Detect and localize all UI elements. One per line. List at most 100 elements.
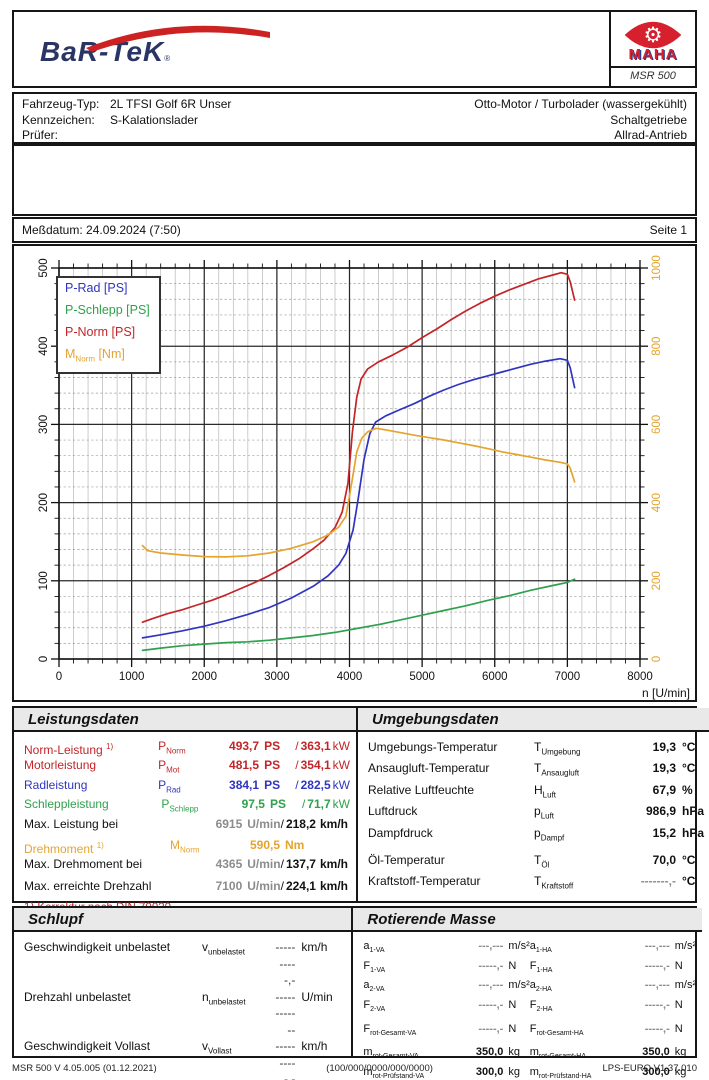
svg-text:2000: 2000 (191, 671, 217, 683)
svg-text:5000: 5000 (409, 671, 435, 683)
footer-lps-version: LPS-EURO V1.37.010 (602, 1063, 697, 1074)
brand-name: BaR-TeK (40, 36, 165, 67)
vehicle-row: Kennzeichen: S-Kalationslader (22, 112, 199, 127)
footer-code: (100/000/0000/000/0000) (326, 1063, 433, 1074)
vehicle-row: Fahrzeug-Typ: 2L TFSI Golf 6R Unser (22, 97, 232, 111)
rot-row: mrot-Prüfstand-VA 300,0 kg (363, 1066, 520, 1080)
svg-text:7000: 7000 (555, 671, 581, 683)
rot-row: F2-HA -----,- N (529, 999, 683, 1014)
rot-row: mrot-Prüfstand-HA 300,0 kg (529, 1066, 687, 1080)
measurement-date: Meßdatum: 24.09.2024 (7:50) (22, 223, 181, 237)
divider (611, 66, 695, 68)
gearbox-type: Schaltgetriebe (610, 112, 687, 127)
chart-container: P-Rad [PS] P-Schlepp [PS] P-Norm [PS] MN… (12, 244, 697, 702)
power-row-norm: Norm-Leistung 1) PNorm 493,7 PS /363,1 kW (24, 739, 350, 757)
rot-row: a2-HA ---,--- m/s² (529, 979, 697, 994)
legend-item-m-norm: MNorm [Nm] (65, 347, 125, 364)
svg-text:300: 300 (38, 415, 50, 434)
registered-mark: ® (164, 54, 171, 63)
performance-environment-section: Leistungsdaten Norm-Leistung 1) PNorm 49… (12, 706, 709, 930)
max-rpm-row: Max. erreichte Drehzahl 7100 U/min /224,1… (24, 878, 348, 893)
svg-text:1000: 1000 (119, 671, 145, 683)
leistungsdaten-panel: Leistungsdaten Norm-Leistung 1) PNorm 49… (14, 708, 358, 930)
svg-text:4000: 4000 (337, 671, 363, 683)
svg-text:200: 200 (38, 493, 50, 512)
env-row: Öl-Temperatur TÖl 70,0 °C (368, 852, 696, 870)
rot-row: a1-VA ---,--- m/s² (363, 940, 530, 955)
chart-legend: P-Rad [PS] P-Schlepp [PS] P-Norm [PS] MN… (56, 276, 161, 374)
svg-text:0: 0 (651, 656, 663, 662)
svg-text:8000: 8000 (627, 671, 653, 683)
power-curve-chart: 0 1000 2000 3000 4000 5000 6000 7000 80000100200… (38, 255, 690, 700)
footer-software-version: MSR 500 V 4.05.005 (01.12.2021) (12, 1063, 157, 1074)
page-footer: MSR 500 V 4.05.005 (01.12.2021) (100/000… (12, 1063, 697, 1074)
schlupf-panel: Schlupf Geschwindigkeit unbelastet vunbel… (14, 908, 354, 1080)
env-row: Dampfdruck pDampf 15,2 hPa (368, 825, 705, 842)
svg-text:0: 0 (56, 671, 62, 683)
svg-text:500: 500 (38, 258, 50, 277)
maha-wordmark: MAHA (628, 46, 678, 63)
section-title-umgebungsdaten: Umgebungsdaten (358, 708, 709, 732)
engine-type: Otto-Motor / Turbolader (wassergekühlt) (474, 97, 687, 111)
date-row: Meßdatum: 24.09.2024 (7:50) Seite 1 (12, 217, 697, 243)
maha-logo-cell: ⚙ MAHA MSR 500 (609, 12, 695, 86)
svg-text:400: 400 (38, 337, 50, 356)
maha-eye-gear-icon: ⚙ (624, 21, 682, 49)
vehicle-info-right: Otto-Motor / Turbolader (wassergekühlt) … (474, 97, 687, 142)
umgebungsdaten-panel: Umgebungsdaten Umgebungs-Temperatur TUmge… (358, 708, 709, 901)
rot-masse-va-column: a1-VA ---,--- m/s² F1-VA -----,- N a2-VA ---,… (363, 939, 529, 1080)
rot-row: F1-VA -----,- N (363, 959, 517, 974)
section-title-schlupf: Schlupf (14, 908, 352, 932)
rot-row: a2-VA ---,--- m/s² (363, 979, 530, 994)
page-number: Seite 1 (649, 223, 687, 237)
rot-row: Frot-Gesamt-HA -----,- N (529, 1022, 683, 1037)
torque-row: Drehmoment 1) MNorm 590,5 Nm (24, 837, 305, 856)
svg-text:200: 200 (651, 571, 663, 590)
rotierende-masse-panel: Rotierende Masse a1-VA ---,--- m/s² F1-VA -… (353, 908, 703, 1080)
legend-item-p-schlepp: P-Schlepp [PS] (65, 303, 150, 317)
slip-row: Drehzahl unbelastet nunbelastet ----------… (24, 989, 333, 1037)
power-row-rad: Radleistung PRad 384,1 PS /282,5 kW (24, 777, 350, 795)
svg-text:n [U/min]: n [U/min] (642, 686, 690, 700)
rot-row: a1-HA ---,--- m/s² (529, 940, 697, 955)
vehicle-row: Prüfer: (22, 128, 59, 142)
rot-row: mrot-Gesamt-HA 350,0 kg (529, 1046, 687, 1061)
svg-text:100: 100 (38, 571, 50, 590)
svg-text:600: 600 (651, 415, 663, 434)
env-row: Umgebungs-Temperatur TUmgebung 19,3 °C (368, 740, 696, 757)
rot-masse-ha-column: a1-HA ---,--- m/s² F1-HA -----,- N a2-HA ---,… (530, 939, 696, 1080)
section-title-leistungsdaten: Leistungsdaten (14, 708, 356, 732)
vehicle-info: Fahrzeug-Typ: 2L TFSI Golf 6R Unser Kennz… (12, 92, 697, 144)
slip-rotating-mass-section: Schlupf Geschwindigkeit unbelastet vunbel… (12, 906, 703, 1080)
device-model: MSR 500 (630, 70, 676, 82)
env-row: Luftdruck pLuft 986,9 hPa (368, 804, 705, 821)
section-title-rotierende-masse: Rotierende Masse (353, 908, 703, 932)
bartek-logo: BaR-TeK® (40, 25, 290, 76)
rot-row: F2-VA -----,- N (363, 999, 517, 1014)
power-row-motor: Motorleistung PMot 481,5 PS /354,1 kW (24, 758, 350, 775)
svg-text:6000: 6000 (482, 671, 508, 683)
env-row: Relative Luftfeuchte HLuft 67,9% (368, 782, 693, 800)
rot-row: Frot-Gesamt-VA -----,- N (363, 1022, 517, 1037)
bartek-swoosh-icon (86, 25, 270, 52)
svg-text:⚙: ⚙ (643, 23, 662, 48)
svg-text:1000: 1000 (651, 255, 663, 281)
svg-text:3000: 3000 (264, 671, 290, 683)
legend-item-p-rad: P-Rad [PS] (65, 281, 128, 295)
svg-text:0: 0 (38, 656, 50, 662)
drive-type: Allrad-Antrieb (614, 128, 687, 142)
power-row-schlepp: Schleppleistung PSchlepp 97,5 PS /71,7 kW (24, 797, 350, 814)
svg-text:800: 800 (651, 337, 663, 356)
slip-row: Geschwindigkeit Vollast vVollast ---------… (24, 1039, 328, 1080)
vehicle-info-left: Fahrzeug-Typ: 2L TFSI Golf 6R Unser Kennz… (22, 97, 231, 142)
header: BaR-TeK® ⚙ MAHA MSR 500 (12, 10, 697, 88)
legend-item-p-norm: P-Norm [PS] (65, 325, 136, 339)
slip-row: Geschwindigkeit unbelastet vunbelastet ---… (24, 940, 328, 987)
max-torque-row: Max. Drehmoment bei 4365 U/min /137,7 km/h (24, 856, 348, 871)
max-power-row: Max. Leistung bei 6915 U/min /218,2 km/h (24, 816, 348, 831)
rot-row: mrot-Gesamt-VA 350,0 kg (363, 1046, 520, 1061)
notes-box (12, 144, 697, 216)
env-row: Kraftstoff-Temperatur TKraftstoff -------,… (368, 874, 696, 891)
env-row: Ansaugluft-Temperatur TAnsaugluft 19,3 °C (368, 761, 696, 778)
